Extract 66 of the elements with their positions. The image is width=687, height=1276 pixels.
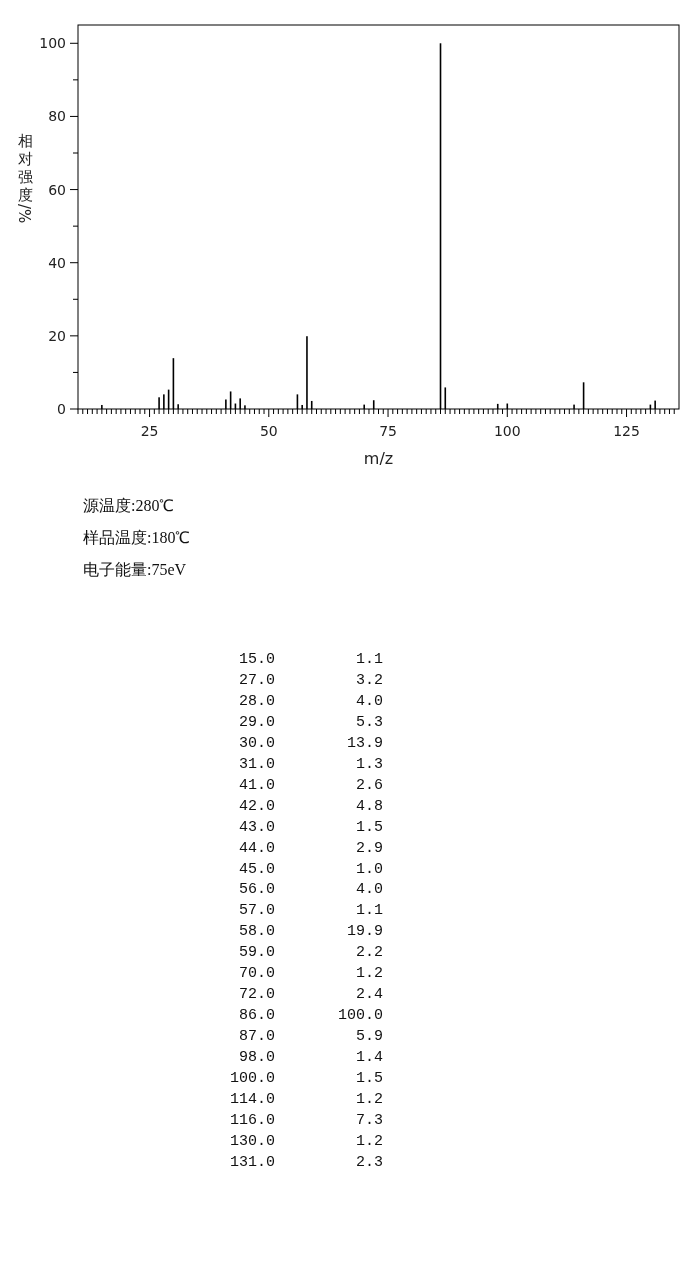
text: 59.0 (238, 944, 275, 962)
text: 源温度:280℃ (83, 497, 175, 514)
text: 114.0 (229, 1090, 275, 1108)
text: 1.2 (355, 965, 383, 983)
text: 41.0 (238, 776, 275, 794)
text: 58.0 (238, 923, 275, 941)
text: 2.3 (355, 1153, 383, 1171)
y-axis-title: 相对强度/% (15, 132, 33, 224)
text: 2.2 (355, 944, 383, 962)
text: 4.0 (355, 692, 383, 710)
text: 43.0 (238, 818, 275, 836)
text: 5.9 (355, 1028, 383, 1046)
text: 5.3 (355, 713, 383, 731)
text: 100.0 (229, 1070, 275, 1087)
text: 57.0 (238, 902, 275, 920)
text: 7.3 (355, 1111, 383, 1129)
text: 44.0 (238, 839, 275, 857)
y-tick-label: 80 (48, 108, 66, 125)
y-tick-label: 40 (48, 254, 66, 271)
y-tick-label: 20 (48, 327, 66, 344)
y-tick-label: 100 (39, 35, 66, 52)
text: 1.0 (355, 860, 383, 878)
text: 116.0 (229, 1111, 275, 1129)
y-tick-label: 60 (48, 181, 66, 198)
text: 1.2 (355, 1090, 383, 1108)
text: 1.5 (355, 1070, 383, 1087)
text: 19.9 (346, 923, 383, 941)
text: 56.0 (238, 881, 275, 899)
text: 15.0 (238, 651, 275, 668)
text: 100.0 (337, 1007, 383, 1025)
text: 样品温度:180℃ (83, 529, 191, 546)
x-tick-label: 75 (379, 423, 397, 439)
text: 2.6 (355, 776, 383, 794)
text: 4.8 (355, 797, 383, 815)
text: 1.5 (355, 818, 383, 836)
text: 2.4 (355, 986, 383, 1004)
text: 70.0 (238, 965, 275, 983)
text: 2.9 (355, 839, 383, 857)
text: 131.0 (229, 1153, 275, 1171)
text: 87.0 (238, 1028, 275, 1046)
text: 42.0 (238, 797, 275, 815)
text: 3.2 (355, 671, 383, 689)
x-tick-label: 125 (613, 423, 640, 439)
text: 98.0 (238, 1049, 275, 1067)
text: 1.3 (355, 755, 383, 773)
text: 27.0 (238, 671, 275, 689)
text: 1.1 (355, 651, 383, 668)
text: 13.9 (346, 734, 383, 752)
x-axis-title: m/z (363, 449, 394, 468)
text: 1.4 (355, 1049, 383, 1067)
text: 4.0 (355, 881, 383, 899)
text: 29.0 (238, 713, 275, 731)
text: 86.0 (238, 1007, 275, 1025)
text: 1.1 (355, 902, 383, 920)
x-tick-label: 25 (140, 423, 159, 439)
text: 45.0 (238, 860, 275, 878)
text: 30.0 (238, 734, 275, 752)
text: 130.0 (229, 1132, 275, 1150)
text: 电子能量:75eV (83, 561, 187, 578)
text: 1.2 (355, 1132, 383, 1150)
text: 31.0 (238, 755, 275, 773)
y-tick-label: 0 (57, 401, 66, 417)
x-tick-label: 100 (493, 423, 521, 439)
text: 28.0 (238, 692, 275, 710)
x-tick-label: 50 (259, 423, 278, 439)
text: 72.0 (238, 986, 275, 1004)
